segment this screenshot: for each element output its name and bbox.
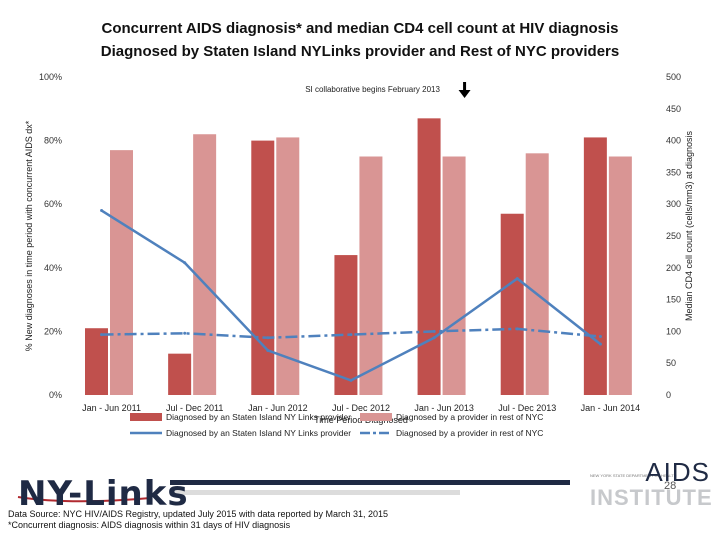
bar-series1 — [417, 118, 441, 395]
y-left-tick-label: 20% — [44, 326, 62, 336]
footer-bar-dark — [170, 480, 570, 485]
line-point-series2 — [515, 327, 519, 331]
y-right-tick-label: 0 — [666, 390, 671, 400]
x-tick-label: Jan - Jun 2012 — [248, 403, 308, 413]
line-point-series2 — [349, 333, 353, 337]
aids-logo-word: AIDS — [645, 457, 710, 487]
bar-series2 — [525, 153, 549, 395]
bar-series1 — [85, 328, 108, 395]
line-point-series1 — [266, 348, 270, 352]
bar-series2 — [276, 137, 300, 396]
line-point-series1 — [183, 261, 187, 265]
y-left-tick-label: 40% — [44, 263, 62, 273]
bar-series1 — [500, 213, 524, 395]
y-left-tick-label: 100% — [39, 72, 62, 82]
y-right-tick-label: 400 — [666, 136, 681, 146]
legend-label: Diagnosed by an Staten Island NY Links p… — [166, 412, 351, 422]
y-left-tick-label: 80% — [44, 136, 62, 146]
chart-title-line1: Concurrent AIDS diagnosis* and median CD… — [101, 20, 619, 37]
legend-label: Diagnosed by an Staten Island NY Links p… — [166, 428, 351, 438]
bar-series2 — [608, 156, 632, 395]
line-point-series2 — [183, 331, 187, 335]
y-right-axis-label: Median CD4 cell count (cells/mm3) at dia… — [684, 130, 694, 321]
line-point-series1 — [349, 378, 353, 382]
y-right-tick-label: 150 — [666, 295, 681, 305]
annotation-text: SI collaborative begins February 2013 — [305, 85, 440, 94]
y-right-tick-label: 500 — [666, 72, 681, 82]
legend-label: Diagnosed by a provider in rest of NYC — [396, 428, 543, 438]
legend-label: Diagnosed by a provider in rest of NYC — [396, 412, 543, 422]
line-point-series2 — [598, 334, 602, 338]
x-tick-label: Jan - Jun 2011 — [82, 403, 141, 413]
x-tick-label: Jul - Dec 2013 — [498, 403, 556, 413]
y-right-tick-label: 250 — [666, 231, 681, 241]
y-right-tick-label: 300 — [666, 199, 681, 209]
institute-logo-word: INSTITUTE — [590, 485, 713, 510]
nylinks-logo-swoosh — [17, 496, 151, 503]
line-point-series1 — [598, 342, 602, 346]
x-tick-label: Jan - Jun 2014 — [581, 403, 641, 413]
bar-series1 — [583, 137, 607, 396]
bar-series2 — [442, 156, 466, 395]
footnote: *Concurrent diagnosis: AIDS diagnosis wi… — [8, 520, 291, 530]
bar-series2 — [193, 134, 217, 396]
chart-title-line2: Diagnosed by Staten Island NYLinks provi… — [100, 43, 620, 60]
data-source-note: Data Source: NYC HIV/AIDS Registry, upda… — [8, 509, 389, 519]
line-point-series1 — [432, 336, 436, 340]
footer-bar-light — [170, 490, 460, 495]
nylinks-logo: NY-Links — [18, 474, 189, 514]
x-tick-label: Jan - Jun 2013 — [414, 403, 474, 413]
aids-institute-small-text: NEW YORK STATE DEPARTMENT OF HEALTH — [590, 473, 677, 478]
bar-series1 — [168, 353, 192, 395]
line-point-series2 — [266, 336, 270, 340]
x-tick-label: Jul - Dec 2012 — [332, 403, 390, 413]
bar-series1 — [334, 255, 358, 395]
y-right-tick-label: 350 — [666, 167, 681, 177]
page-number: 28 — [664, 480, 677, 492]
y-right-tick-label: 200 — [666, 263, 681, 273]
y-right-tick-label: 100 — [666, 326, 681, 336]
y-right-tick-label: 450 — [666, 104, 681, 114]
y-left-tick-label: 0% — [49, 390, 62, 400]
x-tick-label: Jul - Dec 2011 — [166, 403, 223, 413]
y-right-tick-label: 50 — [666, 358, 676, 368]
annotation-arrow-head — [458, 90, 471, 98]
legend-swatch-bar — [360, 413, 392, 421]
line-point-series2 — [432, 329, 436, 333]
aids-institute-logo: AIDS INSTITUTE — [590, 457, 713, 510]
line-point-series1 — [515, 277, 519, 281]
y-left-tick-label: 60% — [44, 199, 62, 209]
y-left-axis-label: % New diagnoses in time period with conc… — [24, 120, 34, 351]
bar-series2 — [110, 150, 133, 395]
bar-series2 — [359, 156, 383, 395]
bar-series1 — [251, 140, 275, 395]
legend-swatch-bar — [130, 413, 162, 421]
line-point-series1 — [100, 209, 104, 213]
line-point-series2 — [100, 333, 104, 337]
